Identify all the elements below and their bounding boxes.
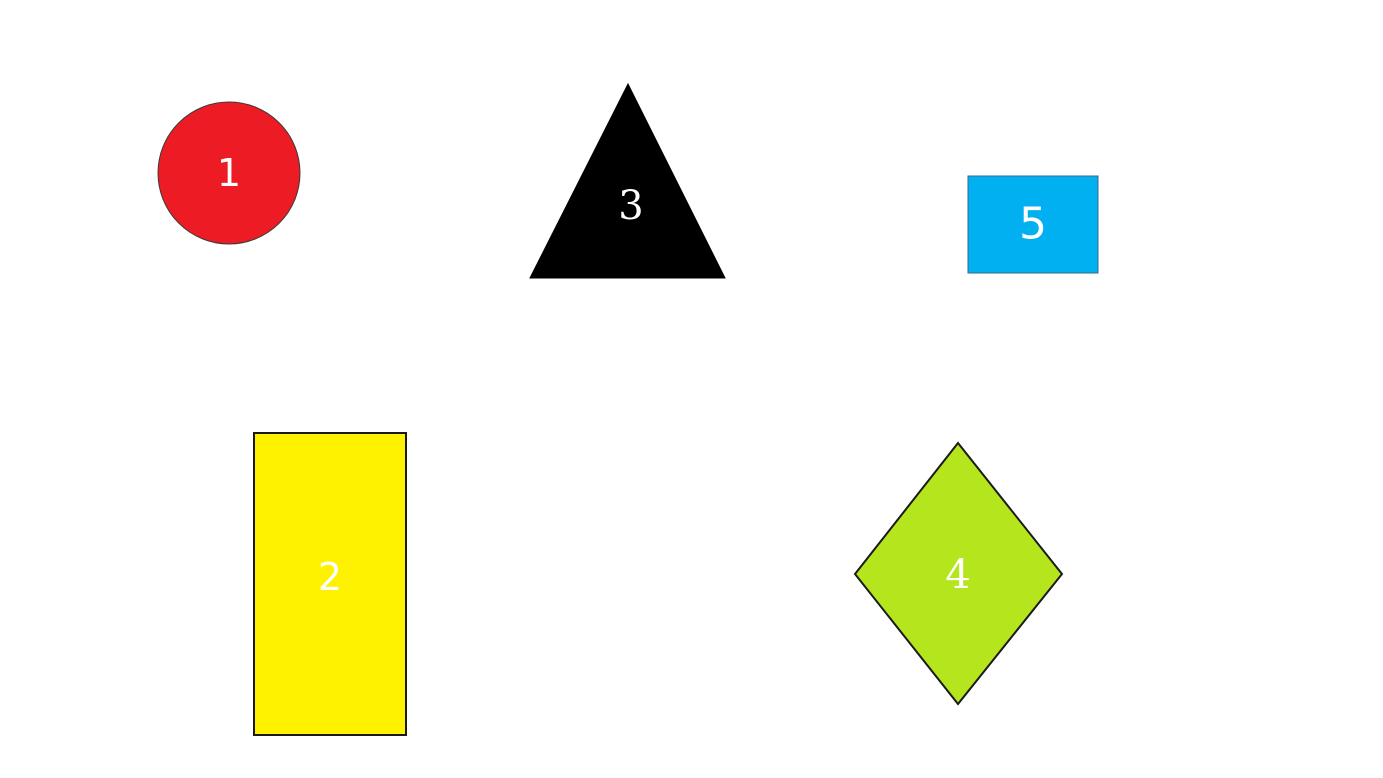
- black-triangle-shape: [529, 82, 726, 279]
- rectangle-label: 2: [318, 555, 342, 599]
- triangle-shape-group: 3: [529, 82, 726, 279]
- triangle-label: 3: [618, 183, 643, 229]
- diamond-label: 4: [945, 552, 970, 598]
- yellow-rectangle-shape: [253, 432, 407, 736]
- blue-rectangle-shape: [967, 175, 1099, 274]
- circle-label: 1: [217, 151, 241, 195]
- diamond-shape-group: 4: [853, 441, 1064, 706]
- small-rectangle-shape-group: 5: [967, 175, 1099, 274]
- small-rectangle-label: 5: [1019, 199, 1047, 250]
- circle-shape-group: 1: [157, 101, 301, 245]
- red-circle-shape: [157, 101, 301, 245]
- rectangle-shape-group: 2: [253, 432, 407, 736]
- green-diamond-shape: [853, 441, 1064, 706]
